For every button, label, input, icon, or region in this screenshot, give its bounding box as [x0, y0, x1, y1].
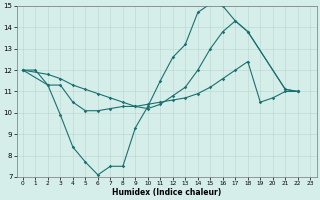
X-axis label: Humidex (Indice chaleur): Humidex (Indice chaleur) — [112, 188, 221, 197]
